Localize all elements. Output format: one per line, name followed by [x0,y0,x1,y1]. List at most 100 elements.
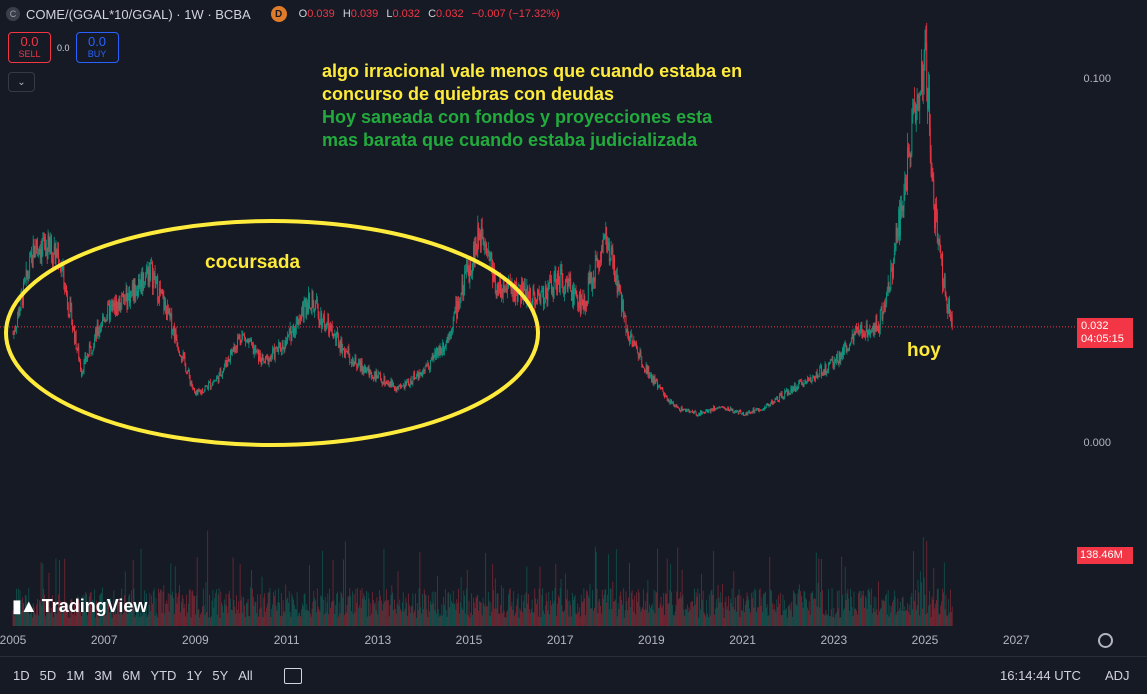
clock[interactable]: 16:14:44 UTC [1000,668,1081,683]
volume-bar [597,613,599,626]
candle-body [44,236,45,243]
range-5d[interactable]: 5D [39,668,57,683]
candle-body [464,273,466,291]
volume-bar [644,601,646,626]
volume-bar [784,600,786,626]
calendar-icon[interactable] [283,667,302,684]
candle-body [555,273,557,284]
settings-icon[interactable] [1098,633,1113,648]
volume-bar [889,605,891,626]
range-6m[interactable]: 6M [122,668,141,683]
candle-body [566,281,568,290]
candle-body [922,79,924,92]
volume-bar [715,599,717,626]
volume-bar [665,592,666,626]
volume-bar [282,600,284,626]
volume-bar [346,604,348,626]
volume-bar [821,558,822,626]
volume-bar [663,592,665,626]
volume-bar [508,594,509,626]
range-1d[interactable]: 1D [13,668,30,683]
volume-bar [89,592,91,626]
range-1y[interactable]: 1Y [186,668,203,683]
volume-bar [714,614,715,626]
symbol-title[interactable]: COME/(GGAL*10/GGAL) · 1W · BCBA [26,6,251,22]
candle-body [91,352,93,354]
candle-body [868,329,870,331]
volume-bar [260,607,262,626]
volume-bar [428,595,430,626]
candle-body [84,355,86,361]
data-status-icon[interactable]: D [270,6,287,22]
candle-body [152,275,154,289]
volume-bar [284,612,286,626]
candle-body [88,354,89,356]
candle-body [611,248,613,250]
x-tick-label: 2027 [1002,633,1030,647]
candle-body [96,324,98,338]
candle-body [736,410,737,413]
range-all[interactable]: All [238,668,253,683]
range-3m[interactable]: 3M [94,668,113,683]
volume-bar [539,566,541,626]
volume-bar [787,605,789,626]
candle-body [604,234,606,239]
volume-bar [400,608,401,626]
candle-body [697,415,699,416]
range-ytd[interactable]: YTD [150,668,177,683]
volume-bar [620,591,622,626]
candle-body [774,398,776,403]
volume-bar [442,615,444,626]
buy-button[interactable]: 0.0 BUY [75,32,119,63]
chevron-down-icon[interactable]: ⌄ [8,72,35,92]
candle-body [374,374,376,381]
candle-body [244,336,246,342]
volume-bar [269,588,271,626]
sell-button[interactable]: 0.0 SELL [8,32,51,63]
candle-body [210,386,212,388]
candle-body [419,372,421,375]
candle-body [793,387,794,391]
volume-bar [465,613,466,626]
candle-body [375,371,377,381]
volume-bar [627,610,629,626]
candle-body [796,386,798,389]
volume-bar [895,614,897,626]
candle-body [622,300,623,311]
candle-body [19,309,21,316]
volume-bar [809,614,811,626]
adj-button[interactable]: ADJ [1105,668,1130,683]
candle-body [693,412,694,414]
volume-bar [548,592,550,626]
volume-bar [316,611,317,626]
range-5y[interactable]: 5Y [212,668,229,683]
volume-bar [193,595,195,626]
range-1m[interactable]: 1M [66,668,85,683]
volume-bar [754,588,756,626]
candle-body [32,243,34,268]
volume-bar [156,613,158,626]
volume-bar [75,608,77,626]
candle-body [415,376,417,379]
candle-body [437,348,439,355]
candle-body [575,289,577,295]
volume-bar [276,610,278,626]
candle-body [755,409,757,411]
candle-body [708,410,709,413]
volume-bar [394,599,395,626]
candle-body [817,376,819,378]
volume-bar [106,599,108,626]
volume-bar [610,589,612,626]
candle-body [537,289,539,292]
candle-body [658,386,660,388]
volume-bar [577,603,579,626]
candle-body [280,350,282,352]
candle-body [117,301,119,309]
candle-body [121,293,123,309]
volume-bar [340,591,342,626]
volume-bar [907,611,909,626]
volume-bar [432,603,434,626]
candle-body [808,379,810,381]
volume-bar [443,597,444,626]
